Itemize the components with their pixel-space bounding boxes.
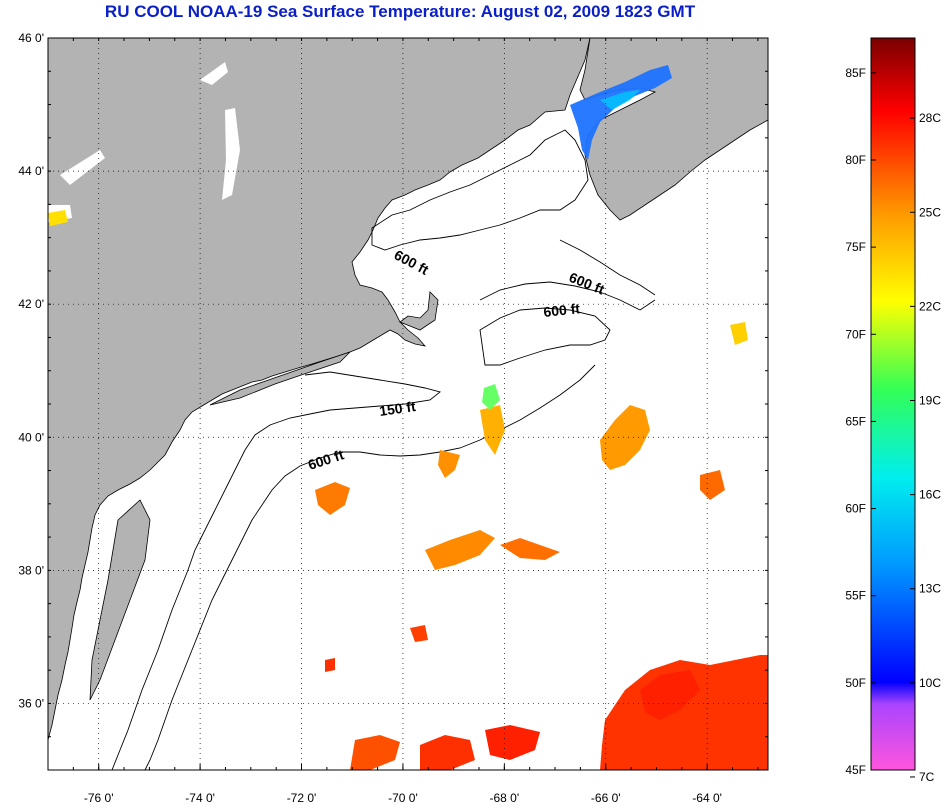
colorbar-f-label: 45F — [845, 763, 866, 777]
sst-patch — [640, 670, 700, 720]
colorbar-f-label: 75F — [845, 240, 866, 254]
colorbar-c-label: 13C — [919, 582, 941, 596]
colorbar-c-label: 10C — [919, 676, 941, 690]
colorbar-f-label: 65F — [845, 414, 866, 428]
lon-tick-label: -64 0' — [692, 791, 722, 805]
colorbar-c-label: 7C — [919, 770, 935, 784]
sst-patch — [350, 735, 400, 770]
contour-600ft-georges — [479, 239, 656, 311]
sst-patch — [600, 405, 650, 470]
lat-tick-label: 42 0' — [18, 297, 44, 311]
colorbar-f-label: 55F — [845, 589, 866, 603]
sst-patch — [482, 384, 500, 410]
lon-tick-label: -76 0' — [84, 791, 114, 805]
axis-ticks: -76 0' -74 0' -72 0' -70 0' -68 0' -66 0' -64 … — [18, 31, 768, 805]
lat-tick-label: 40 0' — [18, 430, 44, 444]
colorbar-labels: 85F 80F 75F 70F 65F 60F 55F 50F 45F 28C 25C 22C 19C 1… — [845, 66, 941, 784]
sst-patch — [438, 450, 460, 478]
colorbar-c-label: 16C — [919, 488, 941, 502]
colorbar-f-label: 80F — [845, 153, 866, 167]
lat-tick-label: 46 0' — [18, 31, 44, 45]
contour-label-150ft: 150 ft — [378, 398, 417, 419]
colorbar — [870, 37, 916, 771]
colorbar-c-label: 28C — [919, 111, 941, 125]
lake — [200, 62, 228, 85]
contour-600ft-shelf-edge — [479, 307, 611, 366]
colorbar-c-label: 25C — [919, 205, 941, 219]
landmass-long-island — [209, 351, 351, 406]
lat-tick-label: 38 0' — [18, 563, 44, 577]
colorbar-c-label: 19C — [919, 394, 941, 408]
sst-patches — [315, 322, 768, 770]
lon-tick-label: -72 0' — [287, 791, 317, 805]
lon-tick-label: -68 0' — [490, 791, 520, 805]
bay-of-fundy-sst — [570, 65, 672, 160]
map-grid — [48, 38, 768, 770]
colorbar-f-label: 85F — [845, 66, 866, 80]
colorbar-f-label: 50F — [845, 676, 866, 690]
sst-patch — [420, 735, 475, 770]
sst-patch — [700, 470, 725, 500]
contour-label-600ft-c: 600 ft — [543, 300, 581, 320]
lat-tick-label: 44 0' — [18, 164, 44, 178]
colorbar-f-label: 70F — [845, 327, 866, 341]
lon-tick-label: -70 0' — [388, 791, 418, 805]
sst-patch — [730, 322, 748, 345]
bay-of-fundy-sst — [600, 90, 640, 110]
lon-tick-label: -66 0' — [591, 791, 621, 805]
colorbar-f-label: 60F — [845, 502, 866, 516]
sst-patch — [500, 538, 560, 560]
sst-patch — [485, 725, 540, 760]
lake — [60, 150, 105, 185]
sst-patch — [480, 405, 505, 455]
contour-600ft-gulf-of-maine — [371, 129, 589, 251]
sst-patch-yellow — [48, 210, 68, 226]
lake — [222, 108, 240, 200]
contour-150ft — [111, 371, 441, 770]
landmass-delmarva — [89, 499, 151, 701]
lon-tick-label: -74 0' — [185, 791, 215, 805]
colorbar-c-label: 22C — [919, 299, 941, 313]
sst-patch — [325, 658, 335, 672]
sst-patch — [425, 530, 495, 570]
map-title: RU COOL NOAA-19 Sea Surface Temperature:… — [104, 2, 696, 21]
sst-patch — [410, 625, 428, 642]
sst-patch — [315, 482, 350, 515]
lat-tick-label: 36 0' — [18, 696, 44, 710]
sst-patch — [600, 655, 768, 770]
landmass-cape-cod — [399, 291, 439, 331]
